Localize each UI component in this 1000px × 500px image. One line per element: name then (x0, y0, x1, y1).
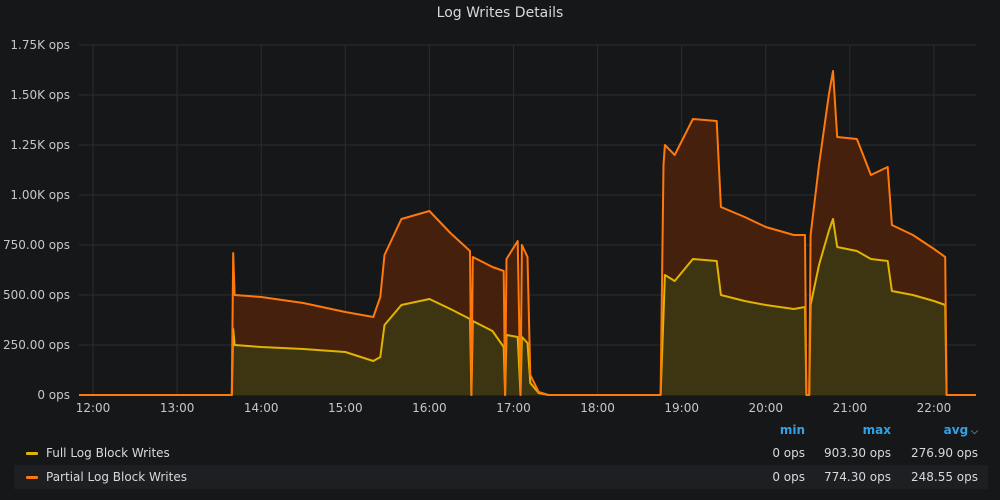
partial-log-block-writes-line (79, 70, 976, 396)
x-tick-label: 21:00 (833, 401, 868, 415)
legend-min-value: 0 ops (772, 470, 805, 484)
x-tick-label: 15:00 (328, 401, 363, 415)
legend-table: min max avg ⌵ Full Log Block Writes 0 ops… (14, 419, 988, 489)
y-tick-label: 1.00K ops (10, 188, 70, 202)
legend-avg-value: 248.55 ops (910, 470, 978, 484)
legend-header: min max avg ⌵ (14, 419, 988, 441)
log-writes-chart[interactable]: 0 ops 250.00 ops 500.00 ops 750.00 ops 1.00K… (0, 0, 1000, 420)
y-tick-label: 750.00 ops (3, 238, 70, 252)
max-column-header[interactable]: max (862, 423, 891, 437)
avg-label: avg (943, 423, 969, 437)
x-tick-label: 17:00 (496, 401, 531, 415)
legend-max-value: 903.30 ops (823, 446, 891, 460)
legend-series-name[interactable]: Partial Log Block Writes (46, 470, 187, 484)
x-tick-label: 22:00 (917, 401, 952, 415)
x-tick-label: 13:00 (160, 401, 195, 415)
series-color-swatch[interactable] (26, 452, 38, 455)
legend-avg-value: 276.90 ops (910, 446, 978, 460)
legend-row-full-log-block-writes[interactable]: Full Log Block Writes 0 ops 903.30 ops 2… (14, 441, 988, 465)
y-tick-label: 1.75K ops (10, 38, 70, 52)
panel-title[interactable]: Log Writes Details (436, 5, 564, 21)
legend-row-partial-log-block-writes[interactable]: Partial Log Block Writes 0 ops 774.30 op… (14, 465, 988, 489)
y-tick-label: 0 ops (37, 388, 70, 402)
x-tick-label: 14:00 (244, 401, 279, 415)
chart-axes: 0 ops 250.00 ops 500.00 ops 750.00 ops 1.00K… (3, 38, 951, 415)
legend-max-value: 774.30 ops (823, 470, 891, 484)
legend-min-value: 0 ops (772, 446, 805, 460)
avg-column-header[interactable]: avg ⌵ (944, 423, 978, 437)
x-tick-label: 12:00 (76, 401, 111, 415)
min-column-header[interactable]: min (779, 423, 805, 437)
partial-log-block-writes-area (79, 71, 976, 395)
legend-series-name[interactable]: Full Log Block Writes (46, 446, 170, 460)
y-tick-label: 250.00 ops (3, 338, 70, 352)
x-tick-label: 16:00 (412, 401, 447, 415)
y-tick-label: 1.50K ops (10, 88, 70, 102)
x-tick-label: 19:00 (664, 401, 699, 415)
chevron-down-icon: ⌵ (971, 427, 978, 437)
x-tick-label: 18:00 (580, 401, 615, 415)
y-tick-label: 1.25K ops (10, 138, 70, 152)
y-tick-label: 500.00 ops (3, 288, 70, 302)
x-tick-label: 20:00 (748, 401, 783, 415)
chart-areas (79, 70, 976, 396)
full-log-block-writes-area (79, 219, 976, 395)
series-color-swatch[interactable] (26, 476, 38, 479)
